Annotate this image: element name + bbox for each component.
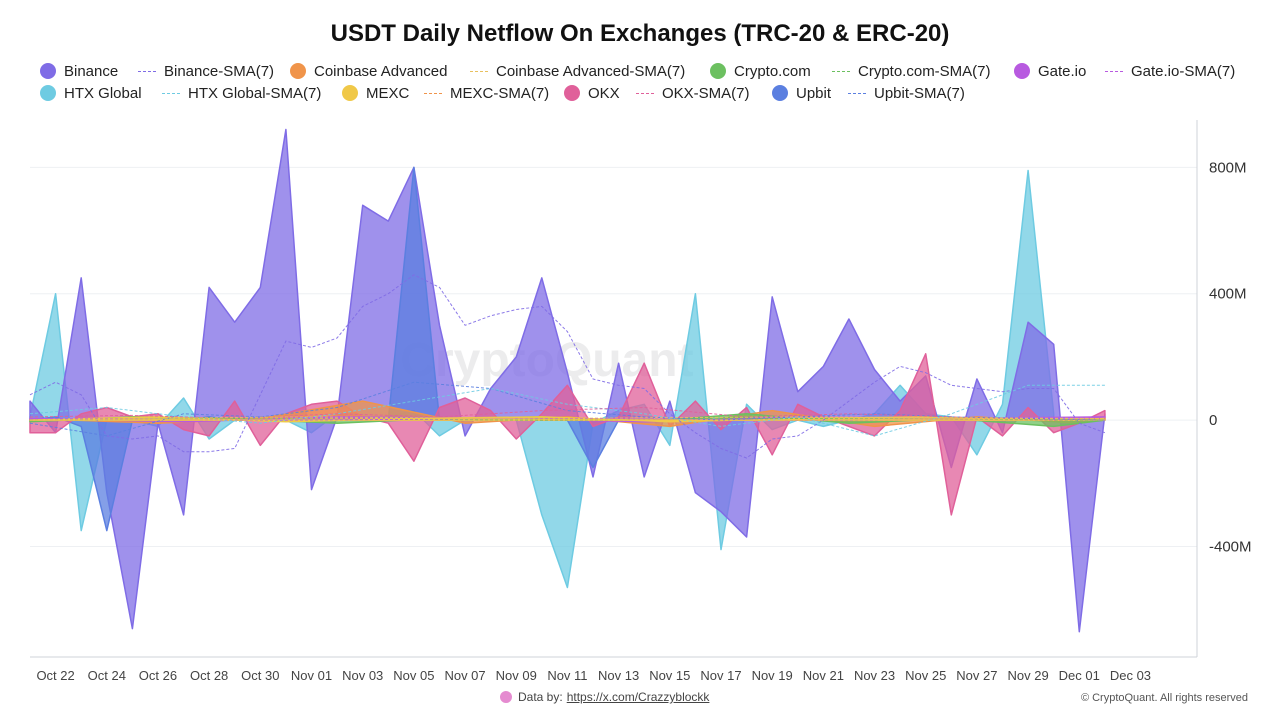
legend-swatch-dot (772, 85, 788, 101)
legend-swatch-dash (138, 70, 156, 72)
legend-item-coinbase-advanced-sma-7[interactable]: Coinbase Advanced-SMA(7) (470, 60, 685, 82)
x-tick-label: Nov 11 (547, 668, 587, 683)
copyright-text: © CryptoQuant. All rights reserved (1080, 692, 1248, 704)
legend-label: Coinbase Advanced-SMA(7) (496, 62, 686, 80)
legend-swatch-dot (40, 85, 56, 101)
legend-label: Binance-SMA(7) (164, 62, 275, 80)
x-tick-label: Nov 21 (803, 668, 844, 683)
x-tick-label: Nov 01 (291, 668, 332, 683)
x-tick-label: Nov 29 (1007, 668, 1048, 683)
x-tick-label: Nov 07 (444, 668, 485, 683)
legend-label: Crypto.com (734, 62, 811, 80)
legend-swatch-dot (40, 63, 56, 79)
x-tick-label: Nov 27 (956, 668, 997, 683)
x-tick-label: Nov 17 (700, 668, 741, 683)
legend-item-htx-global-sma-7[interactable]: HTX Global-SMA(7) (162, 82, 321, 104)
legend-item-htx-global[interactable]: HTX Global (40, 82, 142, 104)
legend-swatch-dash (1105, 70, 1123, 72)
sma-line-binance-sma-7 (29, 274, 1106, 459)
legend-item-mexc[interactable]: MEXC (342, 82, 409, 104)
legend-swatch-dot (564, 85, 580, 101)
legend-label: Crypto.com-SMA(7) (858, 62, 991, 80)
chart-legend: Binance Binance-SMA(7) Coinbase Advanced Co… (40, 60, 1260, 104)
brain-icon (500, 691, 512, 703)
x-tick-label: Nov 15 (649, 668, 690, 683)
legend-label: Gate.io-SMA(7) (1131, 62, 1236, 80)
x-tick-label: Nov 25 (905, 668, 946, 683)
legend-item-crypto-com-sma-7[interactable]: Crypto.com-SMA(7) (832, 60, 991, 82)
y-tick-label: -400M (1209, 538, 1252, 555)
legend-label: Coinbase Advanced (314, 62, 448, 80)
legend-swatch-dash (848, 92, 866, 94)
legend-swatch-dash (162, 92, 180, 94)
legend-item-gate-io-sma-7[interactable]: Gate.io-SMA(7) (1105, 60, 1235, 82)
legend-label: Upbit (796, 84, 832, 102)
sma-line-htx-global-sma-7 (29, 384, 1105, 437)
sma-line-mexc-sma-7 (29, 417, 1105, 421)
x-tick-label: Oct 24 (88, 668, 126, 683)
legend-swatch-dash (636, 92, 654, 94)
legend-swatch-dot (710, 63, 726, 79)
x-tick-label: Oct 28 (190, 668, 228, 683)
legend-item-mexc-sma-7[interactable]: MEXC-SMA(7) (424, 82, 549, 104)
x-tick-label: Oct 26 (139, 668, 177, 683)
data-source: Data by: https://x.com/Crazzyblockk (500, 690, 709, 704)
legend-swatch-dash (832, 70, 850, 72)
legend-label: MEXC-SMA(7) (450, 84, 550, 102)
legend-label: MEXC (366, 84, 410, 102)
data-source-link[interactable]: https://x.com/Crazzyblockk (566, 690, 710, 704)
legend-swatch-dash (470, 70, 488, 72)
legend-item-binance[interactable]: Binance (40, 60, 118, 82)
x-tick-label: Nov 23 (854, 668, 895, 683)
x-tick-label: Nov 03 (342, 668, 383, 683)
legend-swatch-dot (290, 63, 306, 79)
legend-row-2: HTX Global HTX Global-SMA(7) MEXC MEXC-SMA(… (40, 82, 1260, 104)
x-tick-label: Dec 01 (1059, 668, 1100, 683)
legend-swatch-dot (1014, 63, 1030, 79)
legend-label: OKX-SMA(7) (662, 84, 750, 102)
legend-item-binance-sma-7[interactable]: Binance-SMA(7) (138, 60, 274, 82)
legend-label: Upbit-SMA(7) (874, 84, 965, 102)
x-tick-label: Nov 13 (598, 668, 639, 683)
x-tick-label: Dec 03 (1110, 668, 1151, 683)
legend-item-upbit[interactable]: Upbit (772, 82, 831, 104)
x-tick-label: Nov 05 (393, 668, 434, 683)
y-tick-label: 400M (1209, 286, 1247, 303)
legend-swatch-dot (342, 85, 358, 101)
legend-item-crypto-com[interactable]: Crypto.com (710, 60, 811, 82)
data-source-prefix: Data by: (518, 690, 563, 704)
x-tick-label: Oct 30 (241, 668, 279, 683)
x-tick-label: Nov 09 (496, 668, 537, 683)
legend-label: OKX (588, 84, 620, 102)
legend-item-okx-sma-7[interactable]: OKX-SMA(7) (636, 82, 750, 104)
legend-item-upbit-sma-7[interactable]: Upbit-SMA(7) (848, 82, 965, 104)
legend-label: Binance (64, 62, 119, 80)
x-tick-label: Nov 19 (752, 668, 793, 683)
legend-item-okx[interactable]: OKX (564, 82, 620, 104)
legend-label: Gate.io (1038, 62, 1087, 80)
legend-item-gate-io[interactable]: Gate.io (1014, 60, 1086, 82)
legend-label: HTX Global (64, 84, 142, 102)
legend-item-coinbase-advanced[interactable]: Coinbase Advanced (290, 60, 447, 82)
x-tick-label: Oct 22 (36, 668, 74, 683)
y-tick-label: 800M (1209, 159, 1247, 176)
legend-swatch-dash (424, 92, 442, 94)
y-tick-label: 0 (1209, 412, 1217, 429)
chart-title: USDT Daily Netflow On Exchanges (TRC-20 … (330, 20, 950, 47)
legend-label: HTX Global-SMA(7) (188, 84, 322, 102)
legend-row-1: Binance Binance-SMA(7) Coinbase Advanced Co… (40, 60, 1260, 82)
